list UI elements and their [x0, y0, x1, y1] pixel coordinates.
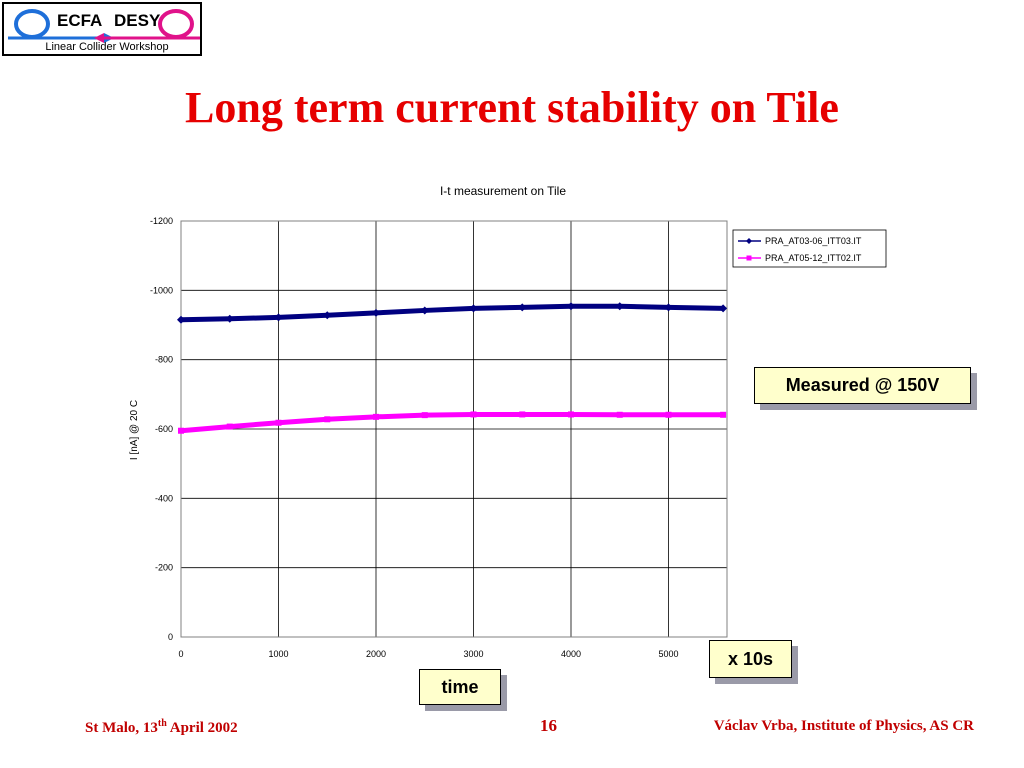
- measured-voltage-callout: Measured @ 150V: [754, 367, 971, 404]
- footer-author: Václav Vrba, Institute of Physics, AS CR: [713, 718, 974, 734]
- slide-title: Long term current stability on Tile: [185, 83, 839, 132]
- legend-entry: PRA_AT05-12_ITT02.IT: [765, 253, 862, 263]
- data-point: [616, 411, 623, 418]
- logo-desy-text: DESY: [114, 11, 161, 30]
- data-point: [664, 303, 673, 312]
- x-tick-label: 4000: [561, 649, 581, 659]
- data-point: [720, 411, 727, 418]
- x-tick-label: 2000: [366, 649, 386, 659]
- x-tick-label: 5000: [658, 649, 678, 659]
- page-number: 16: [540, 716, 557, 735]
- data-point: [178, 427, 184, 434]
- data-point: [177, 315, 185, 324]
- logo-ecfa-text: ECFA: [57, 11, 103, 30]
- y-axis-label: I [nA] @ 20 C: [129, 400, 140, 460]
- data-point: [719, 304, 728, 313]
- x-unit-callout: x 10s: [709, 640, 792, 678]
- time-axis-callout: time: [419, 669, 501, 705]
- x-tick-label: 1000: [268, 649, 288, 659]
- chart-legend: PRA_AT03-06_ITT03.IT PRA_AT05-12_ITT02.IT: [732, 229, 887, 268]
- data-point: [568, 411, 574, 418]
- series-line-1: [180, 303, 724, 323]
- footer-location-prefix: St Malo, 13: [85, 720, 158, 736]
- data-point: [665, 411, 672, 418]
- data-point: [470, 411, 477, 418]
- data-point: [323, 311, 332, 320]
- legend-entry: PRA_AT03-06_ITT03.IT: [765, 236, 862, 246]
- y-tick-label: -800: [155, 355, 173, 365]
- y-tick-label: -400: [155, 493, 173, 503]
- grid-layer: -1200 -1000 -800 -600 -400 -200 00 1000 2000 3000…: [150, 216, 727, 659]
- footer-location-date: St Malo, 13th April 2002: [85, 718, 238, 737]
- data-point: [518, 303, 527, 312]
- series-layer: [177, 302, 728, 434]
- data-point: [420, 306, 429, 315]
- y-tick-label: 0: [168, 632, 173, 642]
- data-point: [275, 419, 282, 426]
- x-tick-label: 0: [178, 649, 183, 659]
- footer-ordinal-suffix: th: [157, 718, 167, 729]
- x-tick-label: 3000: [463, 649, 483, 659]
- logo-loops-icon: [8, 9, 200, 43]
- data-point: [372, 308, 380, 317]
- data-point: [274, 313, 283, 322]
- legend-marker: [746, 238, 752, 244]
- y-tick-label: -200: [155, 563, 173, 573]
- data-point: [225, 314, 234, 323]
- y-tick-label: -1000: [150, 285, 173, 295]
- data-point: [519, 411, 526, 418]
- data-point: [615, 302, 624, 311]
- data-point: [469, 304, 478, 313]
- series-line-2: [180, 411, 724, 434]
- chart-title: I-t measurement on Tile: [440, 184, 566, 198]
- data-point: [421, 412, 428, 419]
- data-point: [567, 302, 575, 311]
- workshop-logo: ECFA DESY Linear Collider Workshop: [2, 2, 202, 56]
- y-tick-label: -1200: [150, 216, 173, 226]
- footer-date-suffix: April 2002: [166, 720, 238, 736]
- logo-subtitle: Linear Collider Workshop: [45, 41, 169, 53]
- data-point: [373, 413, 379, 420]
- legend-box: [732, 229, 887, 268]
- y-tick-label: -600: [155, 424, 173, 434]
- data-point: [226, 423, 233, 430]
- data-point: [324, 416, 331, 423]
- legend-marker: [746, 255, 752, 261]
